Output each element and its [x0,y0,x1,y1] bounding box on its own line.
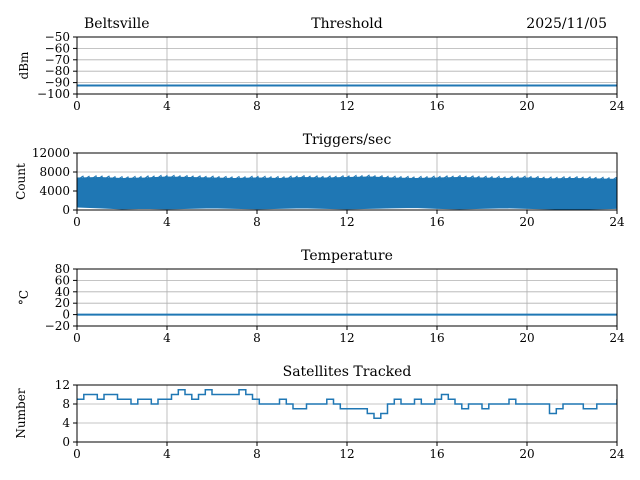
y-axis-label: °C [17,290,31,305]
y-tick-label: 0 [62,308,70,322]
x-tick-label: 24 [609,331,625,345]
x-tick-label: 8 [253,447,261,461]
x-tick-label: 0 [73,99,81,113]
x-tick-label: 20 [519,447,534,461]
y-tick-label: −80 [45,64,70,78]
x-tick-label: 8 [253,99,261,113]
x-tick-label: 8 [253,331,261,345]
y-axis-label: Count [14,163,28,200]
x-tick-label: 12 [339,215,354,229]
series-line-1 [77,389,617,420]
y-axis-label: dBm [17,51,31,80]
x-tick-label: 16 [429,215,444,229]
y-tick-label: 4000 [39,184,70,198]
x-tick-label: 16 [429,99,444,113]
x-tick-label: 0 [73,447,81,461]
y-tick-label: −60 [45,41,70,55]
x-tick-label: 16 [429,331,444,345]
x-tick-label: 12 [339,447,354,461]
x-tick-label: 0 [73,215,81,229]
chart-title: Satellites Tracked [283,364,412,380]
y-tick-label: −100 [37,87,70,101]
chart-title: Triggers/sec [303,132,392,148]
y-tick-label: 0 [62,435,70,449]
date-label: 2025/11/05 [526,16,607,32]
series-band-1 [77,176,617,210]
y-axis-label: Number [14,388,28,438]
y-tick-label: −50 [45,30,70,44]
series-noise-edge [77,174,617,183]
y-tick-label: 0 [62,203,70,217]
chart-title: Temperature [301,248,393,264]
y-tick-label: 20 [55,296,70,310]
y-tick-label: 12000 [32,146,70,160]
x-tick-label: 20 [519,99,534,113]
x-tick-label: 16 [429,447,444,461]
chart-panel-4: 0 4 8 12 16 20 24 0 4 8 12 Satellites Tracked Number [14,364,625,461]
x-tick-label: 20 [519,331,534,345]
x-tick-label: 24 [609,215,625,229]
y-tick-label: −70 [45,53,70,67]
chart-panel-1: 0 4 8 12 16 20 24 −50−60−70−80−90−100 Threshold d… [17,16,625,113]
station-label: Beltsville [84,16,150,32]
x-tick-label: 12 [339,331,354,345]
x-tick-label: 4 [163,447,171,461]
y-tick-label: 60 [55,273,70,287]
chart-panel-2: 0 4 8 12 16 20 24 0 4000 8000 12000 Triggers/sec Cou… [14,132,625,229]
y-tick-label: 8000 [39,165,70,179]
series-group [77,389,617,420]
x-tick-label: 24 [609,447,625,461]
series-group [77,174,617,210]
y-tick-label: −90 [45,76,70,90]
x-tick-label: 24 [609,99,625,113]
x-tick-label: 0 [73,331,81,345]
x-tick-label: 4 [163,99,171,113]
y-tick-label: 40 [55,285,70,299]
chart-title: Threshold [311,16,382,32]
y-tick-label: 80 [55,262,70,276]
x-tick-label: 12 [339,99,354,113]
x-tick-label: 8 [253,215,261,229]
x-tick-label: 4 [163,331,171,345]
x-tick-label: 20 [519,215,534,229]
y-tick-label: 4 [62,416,70,430]
panels: 0 4 8 12 16 20 24 −50−60−70−80−90−100 Threshold d… [14,16,625,461]
y-tick-label: 12 [55,378,70,392]
y-tick-label: 8 [62,397,70,411]
y-tick-label: −20 [45,319,70,333]
x-tick-label: 4 [163,215,171,229]
